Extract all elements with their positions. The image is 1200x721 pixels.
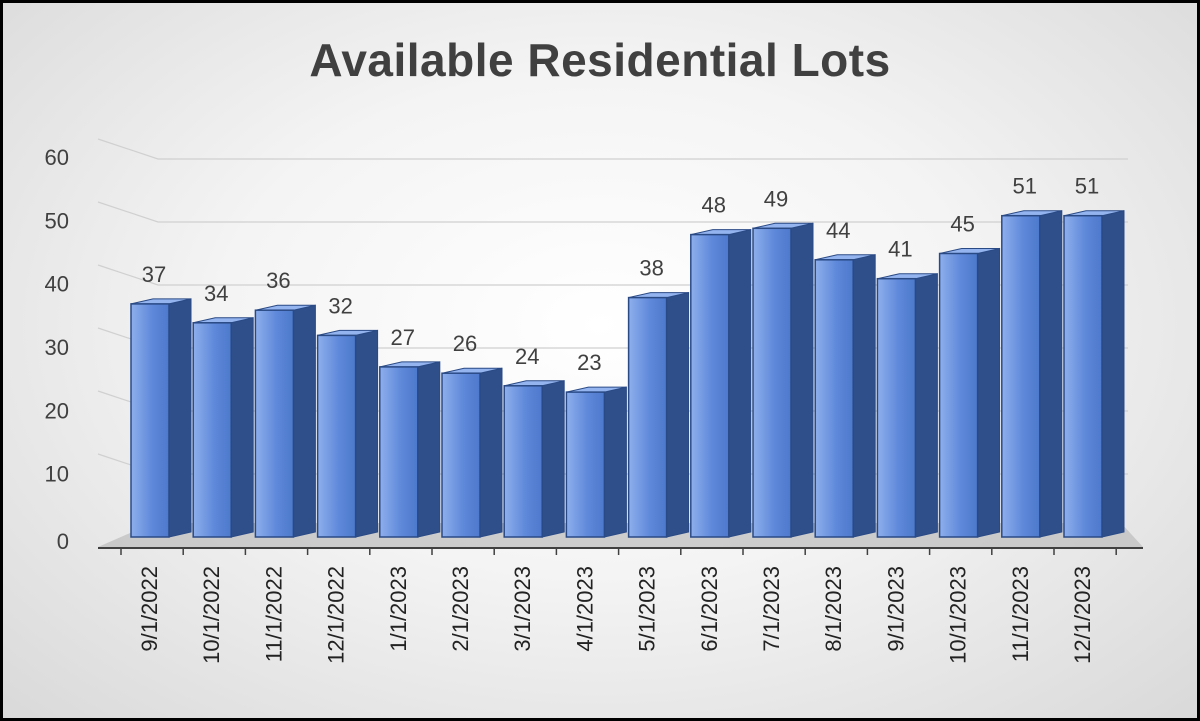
bar-side (603, 386, 627, 538)
x-tick-label: 12/1/2022 (324, 566, 349, 664)
bar-front (1001, 214, 1041, 538)
data-label: 49 (764, 186, 788, 211)
data-label: 48 (702, 193, 726, 218)
chart-title: Available Residential Lots (309, 34, 891, 86)
x-tick-label: 10/1/2023 (946, 566, 971, 664)
x-tick-label: 4/1/2023 (572, 566, 597, 652)
bar-side (355, 329, 379, 538)
bar-side (168, 298, 192, 538)
bar-side (728, 228, 752, 538)
bar-side (914, 273, 938, 538)
data-label: 27 (391, 325, 415, 350)
bar-front (192, 322, 232, 538)
x-tick-label: 11/1/2023 (1008, 566, 1033, 662)
data-label: 38 (639, 256, 663, 281)
y-tick-label: 50 (45, 208, 69, 233)
bar (814, 254, 876, 538)
bar-front (130, 303, 170, 538)
bar-side (230, 317, 254, 538)
bar-side (541, 380, 565, 538)
data-label: 37 (142, 262, 166, 287)
x-tick-label: 11/1/2022 (261, 566, 286, 662)
y-tick-label: 0 (57, 529, 69, 554)
data-label: 26 (453, 331, 477, 356)
x-tick-label: 8/1/2023 (821, 566, 846, 652)
gridline (97, 138, 1128, 160)
data-label: 51 (1013, 174, 1037, 199)
bar-side (852, 254, 876, 538)
x-tick-label: 1/1/2023 (386, 566, 411, 652)
bar-side (1039, 210, 1063, 538)
bar-side (666, 291, 690, 538)
bar (876, 273, 938, 538)
bar-front (752, 227, 792, 538)
data-label: 44 (826, 218, 850, 243)
gridline (97, 201, 1128, 223)
data-label: 51 (1075, 174, 1099, 199)
bar-front (876, 277, 917, 538)
bar-side (1101, 210, 1125, 538)
y-tick-label: 10 (45, 462, 69, 487)
data-label: 36 (266, 268, 290, 293)
y-tick-label: 40 (45, 272, 69, 297)
bar-front (690, 233, 730, 538)
data-label: 45 (950, 212, 974, 237)
bar-side (292, 304, 316, 538)
x-tick-label: 10/1/2022 (199, 566, 224, 664)
x-axis: 9/1/2022 10/1/2022 11/1/2022 12/1/2022 1/1/2… (98, 547, 1143, 664)
x-tick-label: 9/1/2022 (137, 566, 162, 652)
bar-front (441, 372, 481, 538)
bar (565, 386, 627, 538)
bar-front (503, 385, 543, 538)
x-tick-label: 7/1/2023 (759, 566, 784, 652)
chart-plot-area: 0 10 20 30 40 50 60 37 34 36 32 27 26 24 23 38 48 49 44 41… (45, 138, 1143, 664)
bar (503, 380, 565, 538)
y-axis: 0 10 20 30 40 50 60 (45, 145, 69, 554)
bar-front (627, 296, 668, 538)
bar (938, 247, 1001, 538)
bar-front (254, 309, 295, 538)
data-label: 34 (204, 281, 228, 306)
y-tick-label: 20 (45, 398, 69, 423)
x-tick-label: 3/1/2023 (510, 566, 535, 652)
bar-front (938, 252, 979, 538)
bar (130, 298, 192, 538)
bar (441, 367, 503, 538)
bar (1001, 210, 1063, 538)
x-tick-label: 9/1/2023 (883, 566, 908, 652)
bar-side (977, 247, 1001, 538)
bar-front (316, 334, 357, 538)
data-label: 23 (577, 350, 601, 375)
x-tick-label: 6/1/2023 (697, 566, 722, 652)
bar (752, 222, 814, 538)
bar (1063, 210, 1125, 538)
bar-front (814, 259, 854, 538)
data-label: 41 (888, 237, 912, 262)
bar (627, 291, 690, 538)
bar-front (1063, 214, 1103, 538)
bar (192, 317, 254, 538)
bar-front (565, 391, 606, 538)
bar (254, 304, 316, 538)
bars (130, 210, 1125, 538)
bar-side (417, 361, 441, 538)
data-label: 32 (328, 293, 352, 318)
bar-front (379, 366, 419, 538)
y-tick-label: 30 (45, 335, 69, 360)
bar (690, 228, 752, 538)
bar (316, 329, 379, 538)
x-tick-label: 5/1/2023 (635, 566, 660, 652)
bar (379, 361, 441, 538)
bar-side (479, 367, 503, 538)
x-tick-label: 2/1/2023 (448, 566, 473, 652)
bar-side (790, 222, 814, 538)
data-label: 24 (515, 344, 539, 369)
x-tick-label: 12/1/2023 (1070, 566, 1095, 664)
data-labels: 37 34 36 32 27 26 24 23 38 48 49 44 41 45 51 51 (142, 174, 1099, 375)
y-tick-label: 60 (45, 145, 69, 170)
